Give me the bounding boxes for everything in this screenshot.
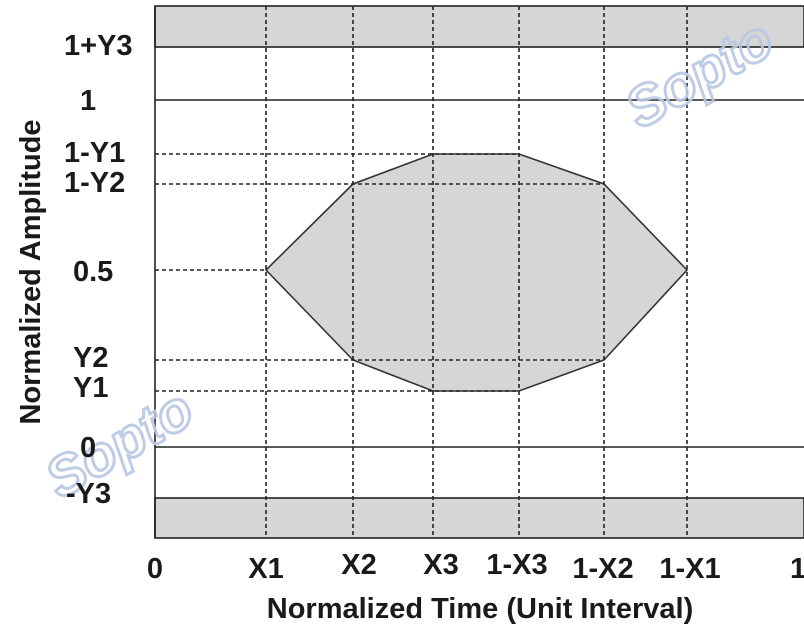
x-label-x2: X2 <box>341 549 376 581</box>
y-label-y2: Y2 <box>73 342 108 374</box>
x-axis-title: Normalized Time (Unit Interval) <box>267 593 694 625</box>
x-label-x3: X3 <box>423 549 458 581</box>
center-eye-mask <box>264 153 689 392</box>
y-label-one-minus-y1: 1-Y1 <box>64 137 125 169</box>
x-label-one-minus-x2: 1-X2 <box>572 553 633 585</box>
y-label-minus-y3: -Y3 <box>66 478 111 510</box>
bottom-mask-region <box>154 497 804 539</box>
x-label-one-minus-x1: 1-X1 <box>659 553 720 585</box>
y-label-one-plus-y3: 1+Y3 <box>64 30 133 62</box>
watermark-bottom-left: Sopto <box>35 377 204 511</box>
x-label-x1: X1 <box>248 553 283 585</box>
y-axis-title: Normalized Amplitude <box>15 119 47 424</box>
y-label-y1: Y1 <box>73 372 108 404</box>
x-label-one-minus-x3: 1-X3 <box>486 549 547 581</box>
y-label-one-minus-y2: 1-Y2 <box>64 167 125 199</box>
y-label-one: 1 <box>80 85 96 117</box>
x-label-zero: 0 <box>147 553 163 585</box>
x-label-one: 1 <box>790 553 804 585</box>
y-label-zero: 0 <box>80 432 96 464</box>
y-label-half: 0.5 <box>73 256 113 288</box>
